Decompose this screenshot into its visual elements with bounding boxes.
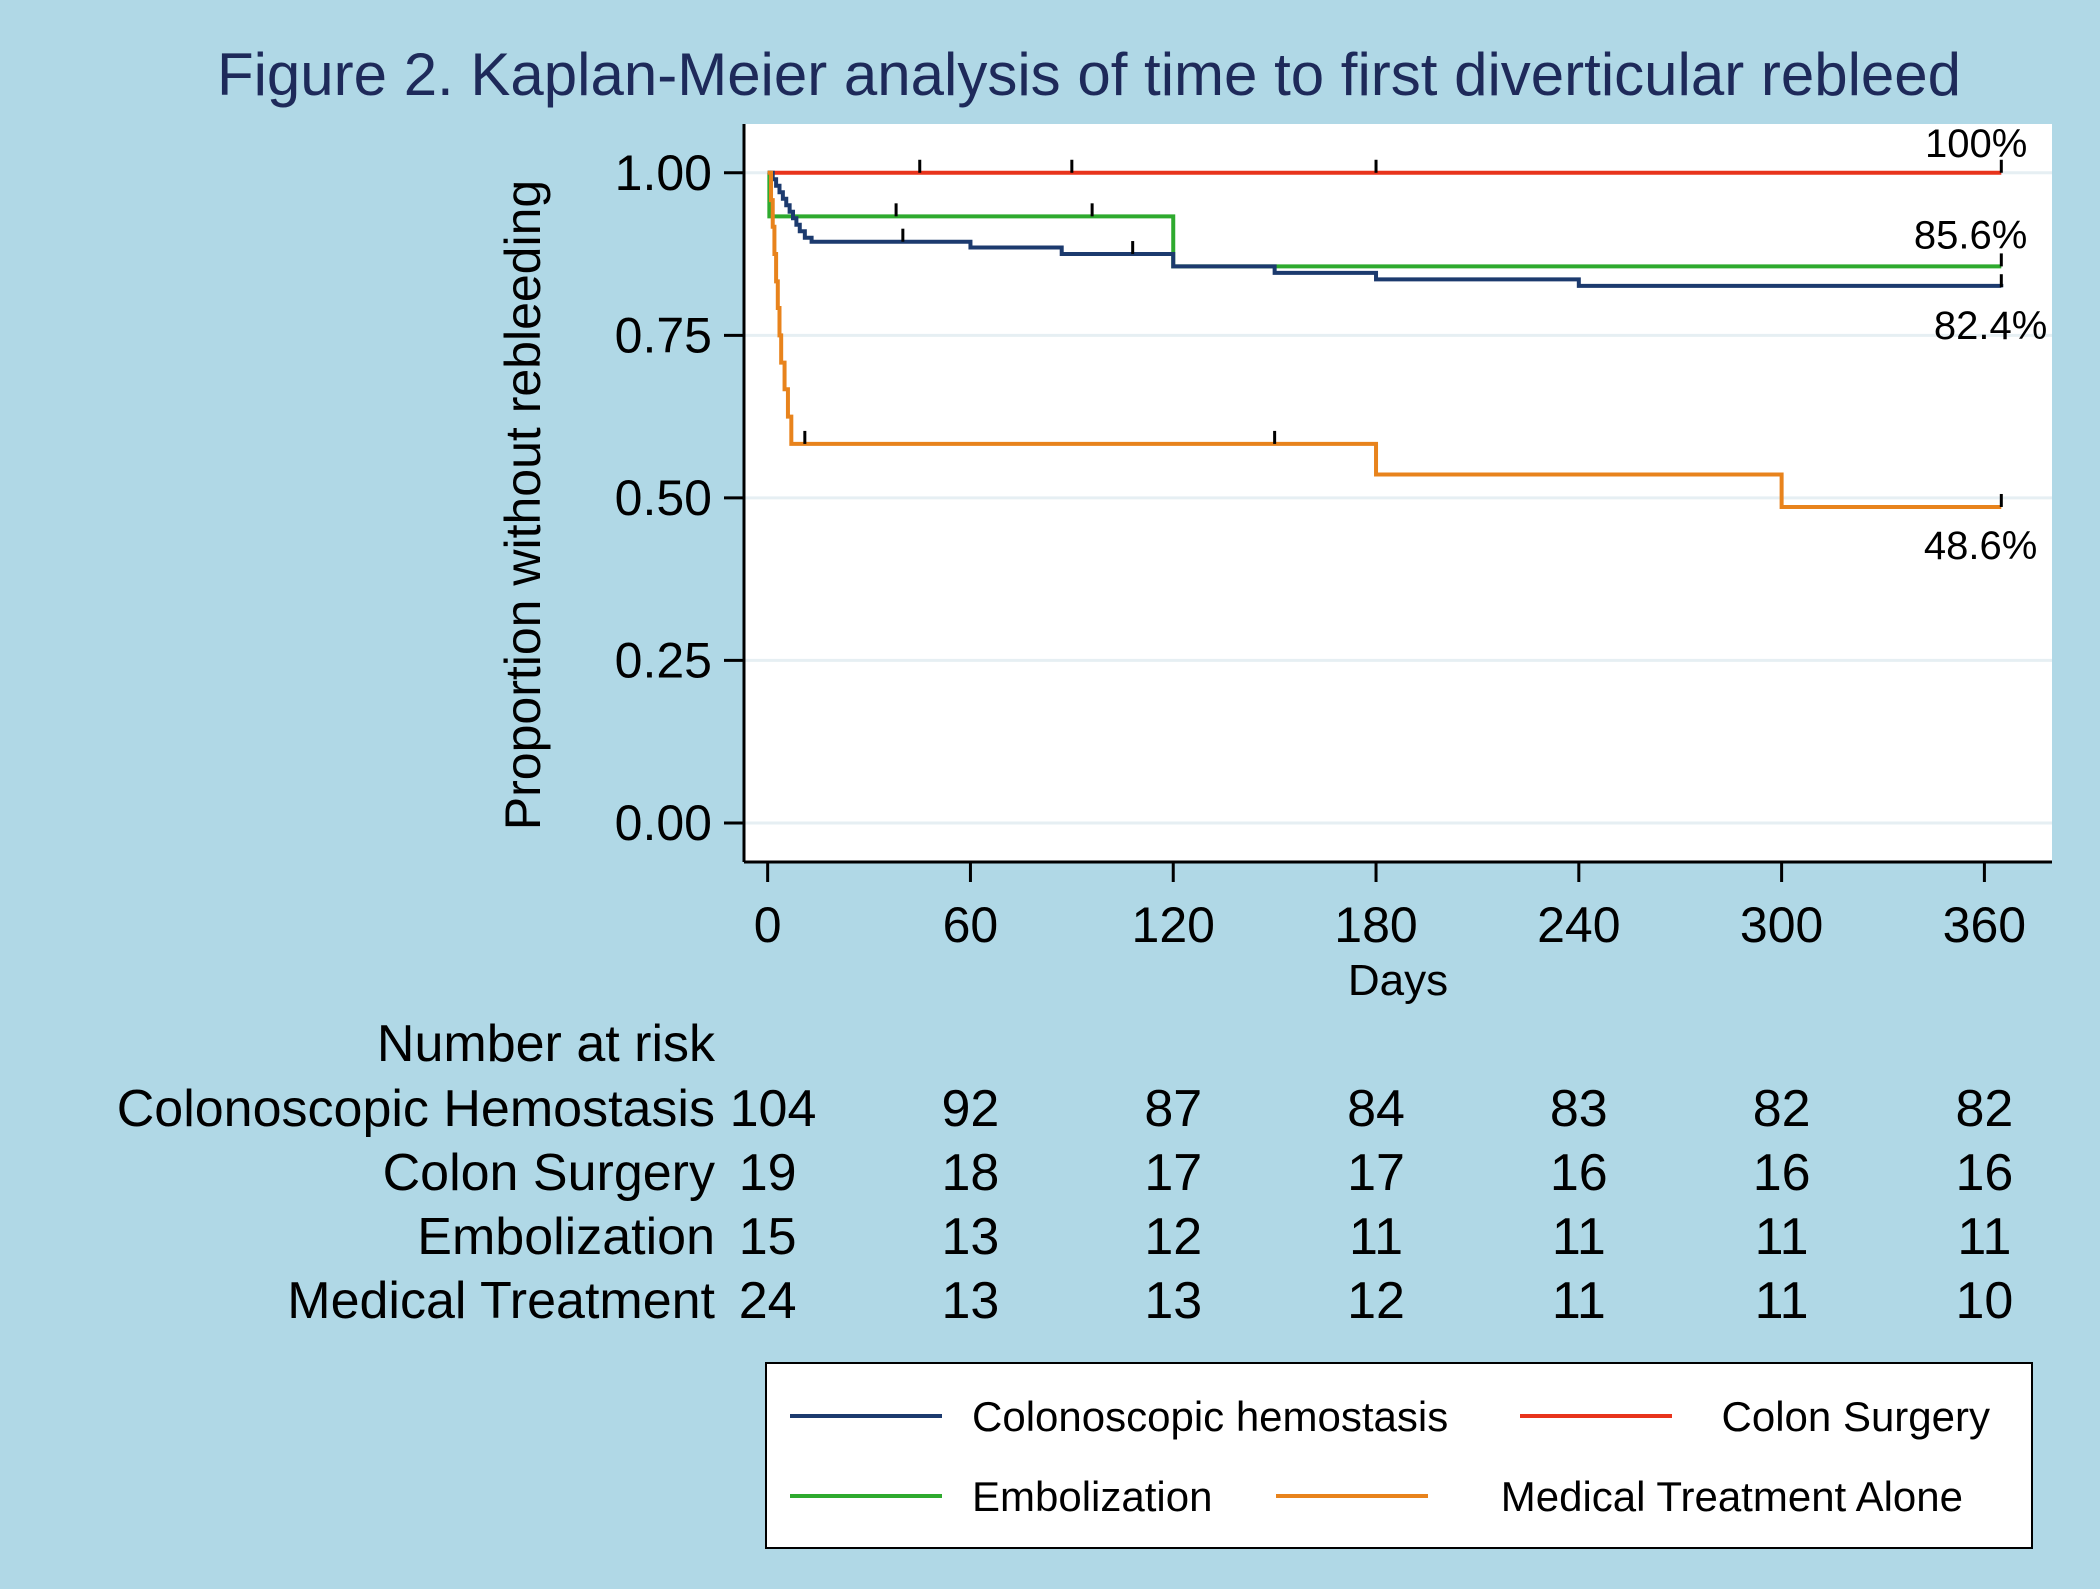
y-tick-label: 0.75 bbox=[615, 307, 712, 363]
x-tick-label: 0 bbox=[754, 897, 782, 953]
risk-value: 11 bbox=[1552, 1272, 1606, 1330]
x-axis-label: Days bbox=[1348, 956, 1448, 1005]
risk-value: 17 bbox=[1347, 1144, 1405, 1202]
x-tick-label: 360 bbox=[1943, 897, 2026, 953]
risk-value: 16 bbox=[1550, 1144, 1608, 1202]
x-tick-label: 60 bbox=[943, 897, 999, 953]
risk-value: 83 bbox=[1550, 1080, 1608, 1138]
risk-value: 15 bbox=[739, 1208, 797, 1266]
risk-value: 16 bbox=[1753, 1144, 1811, 1202]
risk-row-label: Colonoscopic Hemostasis bbox=[117, 1080, 715, 1138]
risk-value: 13 bbox=[1144, 1272, 1202, 1330]
risk-table: Colonoscopic Hemostasis 104 92 87 84 83 82 82 Co… bbox=[117, 1080, 2014, 1330]
end-label-colonoscopic-hemostasis: 82.4% bbox=[1934, 304, 2047, 348]
legend-label-colonoscopic-hemostasis: Colonoscopic hemostasis bbox=[972, 1393, 1448, 1440]
y-tick-label: 0.50 bbox=[615, 470, 712, 526]
legend-box bbox=[765, 1362, 2033, 1549]
risk-value: 11 bbox=[1957, 1208, 2011, 1266]
x-tick-label: 300 bbox=[1740, 897, 1823, 953]
x-tick-label: 120 bbox=[1132, 897, 1215, 953]
risk-value: 104 bbox=[730, 1080, 817, 1138]
risk-value: 82 bbox=[1955, 1080, 2013, 1138]
risk-value: 10 bbox=[1955, 1272, 2013, 1330]
risk-value: 19 bbox=[739, 1144, 797, 1202]
y-axis-label: Proportion without rebleeding bbox=[495, 180, 551, 830]
risk-value: 11 bbox=[1755, 1208, 1809, 1266]
end-labels: 100% 85.6% 82.4% 48.6% bbox=[1914, 122, 2047, 568]
x-tick-label: 240 bbox=[1537, 897, 1620, 953]
risk-value: 17 bbox=[1144, 1144, 1202, 1202]
x-axis-ticks: 0 60 120 180 240 300 360 bbox=[754, 862, 2026, 953]
risk-value: 87 bbox=[1144, 1080, 1202, 1138]
km-curve-colonoscopic-hemostasis bbox=[767, 170, 2004, 288]
risk-value: 18 bbox=[942, 1144, 1000, 1202]
risk-value: 13 bbox=[942, 1208, 1000, 1266]
y-tick-label: 0.25 bbox=[615, 632, 712, 688]
legend-label-embolization: Embolization bbox=[972, 1473, 1212, 1520]
risk-value: 82 bbox=[1753, 1080, 1811, 1138]
risk-value: 84 bbox=[1347, 1080, 1405, 1138]
risk-row-label: Medical Treatment bbox=[287, 1272, 715, 1330]
risk-value: 13 bbox=[942, 1272, 1000, 1330]
risk-value: 11 bbox=[1552, 1208, 1606, 1266]
risk-table-header: Number at risk bbox=[377, 1015, 716, 1073]
risk-value: 24 bbox=[739, 1272, 797, 1330]
legend-label-medical-treatment-alone: Medical Treatment Alone bbox=[1501, 1473, 1963, 1520]
y-axis-ticks: 0.00 0.25 0.50 0.75 1.00 bbox=[615, 145, 744, 851]
x-tick-label: 180 bbox=[1334, 897, 1417, 953]
y-tick-label: 0.00 bbox=[615, 795, 712, 851]
risk-value: 16 bbox=[1955, 1144, 2013, 1202]
risk-value: 11 bbox=[1755, 1272, 1809, 1330]
end-label-embolization: 85.6% bbox=[1914, 213, 2027, 257]
survival-curves bbox=[767, 159, 2004, 509]
figure-title: Figure 2. Kaplan-Meier analysis of time … bbox=[217, 41, 1961, 108]
risk-value: 11 bbox=[1349, 1208, 1403, 1266]
legend-label-colon-surgery: Colon Surgery bbox=[1722, 1393, 1990, 1440]
legend: Colonoscopic hemostasis Colon Surgery Embo… bbox=[790, 1393, 1990, 1520]
km-curve-medical-treatment-alone bbox=[767, 170, 2002, 509]
risk-row-label: Colon Surgery bbox=[383, 1144, 715, 1202]
risk-value: 12 bbox=[1347, 1272, 1405, 1330]
y-tick-label: 1.00 bbox=[615, 145, 712, 201]
risk-value: 12 bbox=[1144, 1208, 1202, 1266]
risk-value: 92 bbox=[942, 1080, 1000, 1138]
end-label-medical-treatment-alone: 48.6% bbox=[1924, 524, 2037, 568]
risk-row-label: Embolization bbox=[417, 1208, 715, 1266]
plot-area bbox=[744, 124, 2052, 862]
end-label-colon-surgery: 100% bbox=[1925, 122, 2027, 166]
